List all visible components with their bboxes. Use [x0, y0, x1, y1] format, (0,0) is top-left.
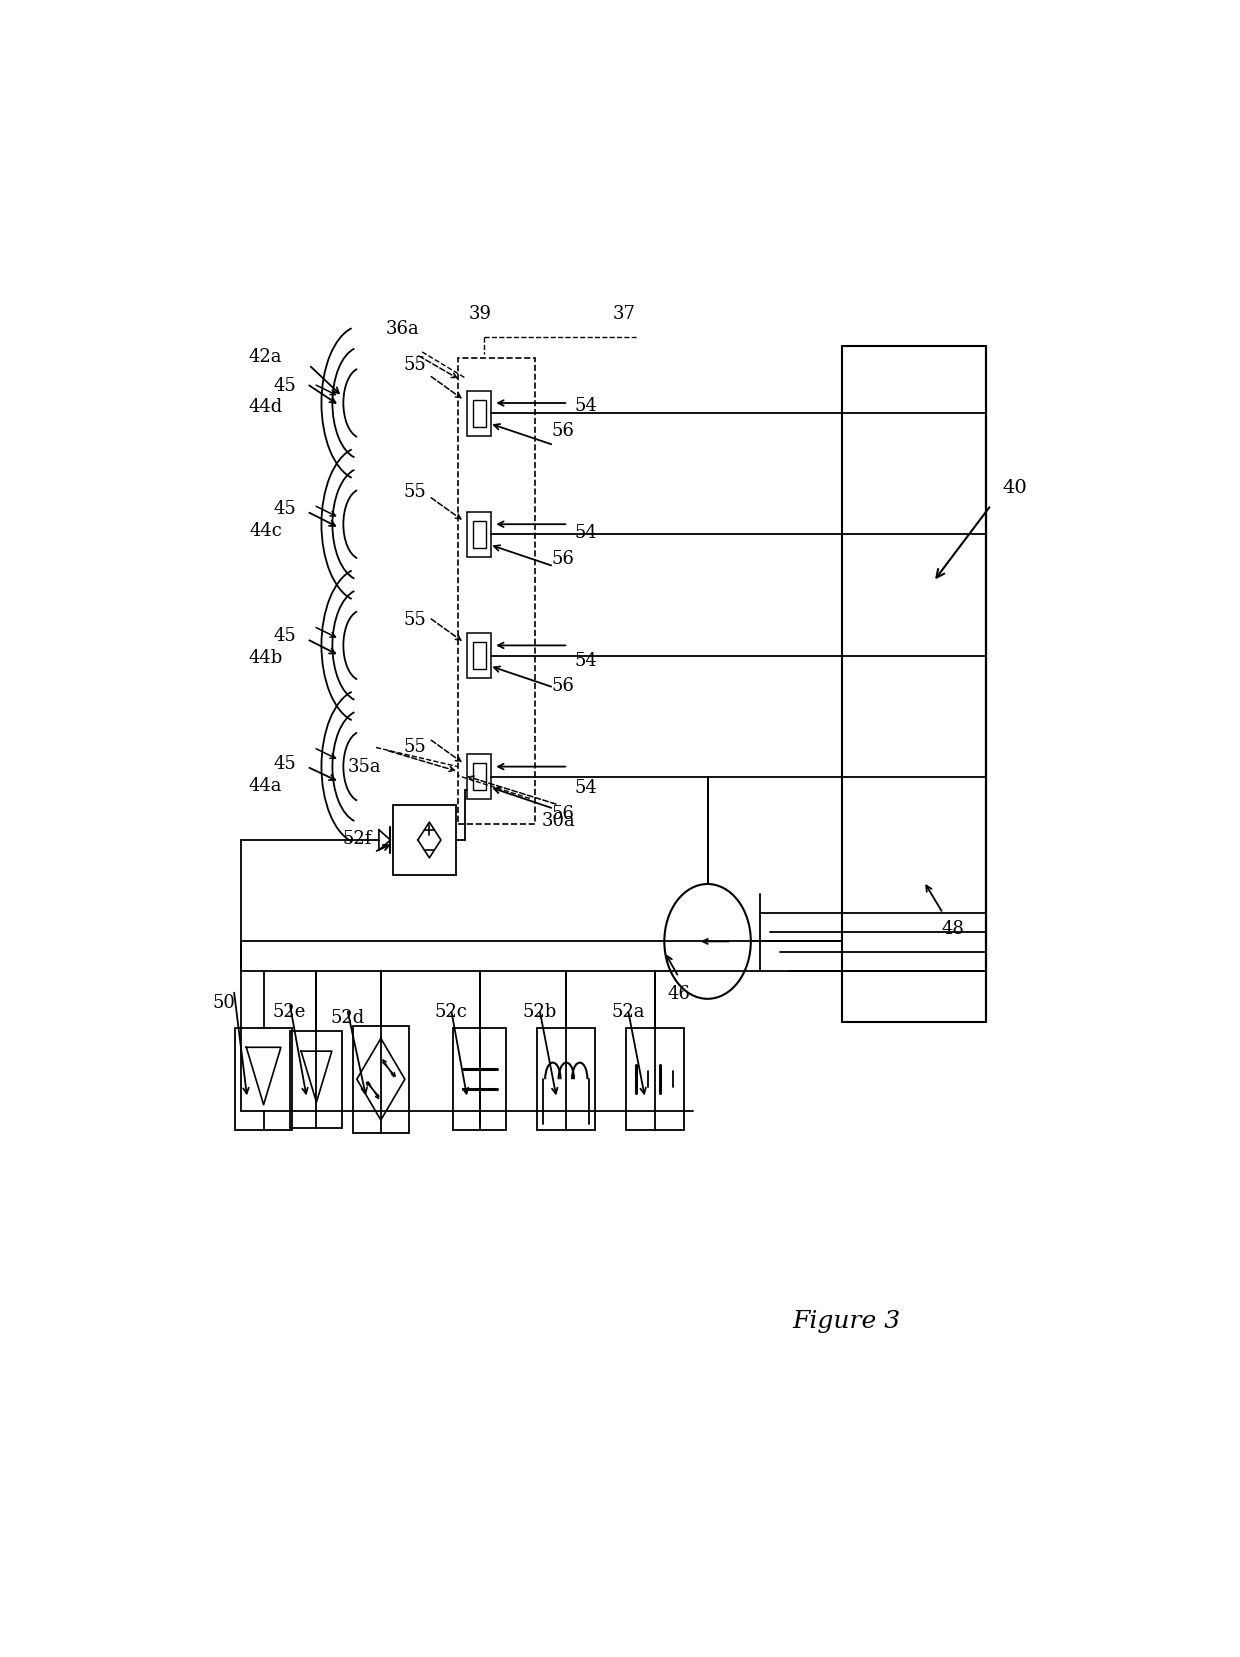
Bar — [474, 399, 486, 426]
Text: 46: 46 — [667, 984, 691, 1002]
Text: 36a: 36a — [386, 320, 420, 338]
Text: 55: 55 — [403, 739, 425, 757]
Bar — [626, 1027, 683, 1130]
Text: 55: 55 — [403, 356, 425, 374]
Text: 52c: 52c — [434, 1002, 467, 1021]
Text: 56: 56 — [552, 550, 575, 568]
Bar — [842, 346, 986, 1022]
Text: 45: 45 — [273, 628, 296, 646]
Text: 52a: 52a — [611, 1002, 645, 1021]
Text: 52e: 52e — [273, 1002, 306, 1021]
Text: 54: 54 — [574, 779, 596, 797]
Text: 52b: 52b — [522, 1002, 557, 1021]
Bar — [353, 1026, 409, 1133]
Bar — [467, 633, 491, 678]
Bar — [467, 754, 491, 799]
Text: 50: 50 — [213, 994, 236, 1012]
Text: 42a: 42a — [249, 348, 283, 366]
Bar — [290, 1031, 342, 1128]
Text: 45: 45 — [273, 378, 296, 396]
Bar — [537, 1027, 595, 1130]
Text: 40: 40 — [1003, 479, 1028, 497]
Bar — [467, 512, 491, 557]
Text: 45: 45 — [273, 756, 296, 774]
Text: 56: 56 — [552, 805, 575, 824]
Text: 44b: 44b — [248, 650, 283, 668]
Text: 56: 56 — [552, 423, 575, 441]
Text: Figure 3: Figure 3 — [792, 1311, 901, 1334]
Bar — [234, 1027, 293, 1130]
Text: 35a: 35a — [347, 757, 382, 775]
Polygon shape — [379, 830, 391, 850]
Text: 56: 56 — [552, 678, 575, 696]
Text: 45: 45 — [273, 500, 296, 519]
Bar — [467, 391, 491, 436]
Text: 48: 48 — [941, 920, 963, 938]
Bar — [453, 1027, 506, 1130]
Text: 52d: 52d — [330, 1009, 365, 1027]
Bar — [458, 358, 534, 824]
Text: 54: 54 — [574, 651, 596, 669]
Bar — [474, 643, 486, 669]
Text: 39: 39 — [469, 305, 491, 323]
Text: 54: 54 — [574, 524, 596, 542]
Text: 55: 55 — [403, 611, 425, 630]
Bar — [393, 805, 456, 875]
Bar — [474, 764, 486, 790]
Text: 44d: 44d — [248, 398, 283, 416]
Text: 55: 55 — [403, 484, 425, 502]
Text: 44a: 44a — [249, 777, 283, 795]
Text: 54: 54 — [574, 396, 596, 414]
Text: 37: 37 — [613, 305, 635, 323]
Bar — [474, 520, 486, 548]
Text: 30a: 30a — [542, 812, 575, 830]
Text: 44c: 44c — [249, 522, 281, 540]
Text: 52f: 52f — [342, 830, 372, 848]
